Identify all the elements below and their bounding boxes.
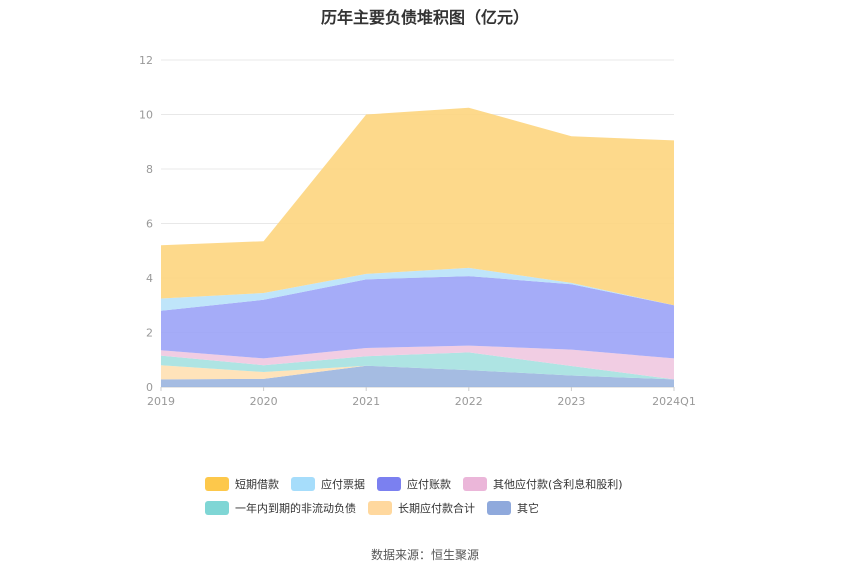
y-tick-label: 6 — [146, 218, 153, 231]
legend-item-notes-payable[interactable]: 应付票据 — [291, 476, 365, 492]
legend-label: 长期应付款合计 — [398, 502, 475, 515]
x-tick-label: 2021 — [352, 395, 380, 408]
legend-swatch — [205, 501, 229, 515]
stacked-area-chart: 0 2 4 6 8 10 12 2019 2020 2021 2022 2023 2024Q1 — [139, 54, 696, 408]
legend: 短期借款 应付票据 应付账款 其他应付款(含利息和股利) 一年内到期的非流动负债… — [205, 472, 665, 520]
legend-swatch — [487, 501, 511, 515]
legend-swatch — [368, 501, 392, 515]
x-tick-label: 2023 — [557, 395, 585, 408]
legend-swatch — [205, 477, 229, 491]
area-series-4[interactable] — [161, 276, 674, 359]
area-series-6[interactable] — [161, 107, 674, 306]
x-tick-label: 2019 — [147, 395, 175, 408]
legend-label: 应付账款 — [407, 478, 451, 491]
legend-row-1: 短期借款 应付票据 应付账款 其他应付款(含利息和股利) — [205, 472, 665, 496]
data-source: 数据来源：恒生聚源 — [370, 548, 479, 562]
y-tick-label: 8 — [146, 163, 153, 176]
legend-label: 短期借款 — [235, 478, 279, 491]
legend-item-accounts-payable[interactable]: 应付账款 — [377, 476, 451, 492]
y-tick-label: 0 — [146, 381, 153, 394]
y-tick-label: 12 — [139, 54, 153, 67]
area-series-2[interactable] — [161, 352, 674, 380]
y-tick-label: 2 — [146, 327, 153, 340]
area-series-1[interactable] — [161, 365, 674, 380]
legend-item-other-payables[interactable]: 其他应付款(含利息和股利) — [463, 476, 623, 492]
area-series-0[interactable] — [161, 365, 674, 387]
legend-item-long-term-payables[interactable]: 长期应付款合计 — [368, 500, 475, 516]
legend-item-other[interactable]: 其它 — [487, 500, 539, 516]
legend-label: 其它 — [517, 502, 539, 515]
area-series-5[interactable] — [161, 267, 674, 311]
chart-title: 历年主要负债堆积图（亿元） — [320, 8, 529, 27]
legend-label: 应付票据 — [321, 478, 365, 491]
x-tick-label: 2024Q1 — [652, 395, 696, 408]
y-tick-label: 4 — [146, 272, 153, 285]
legend-item-current-noncurrent-liabilities[interactable]: 一年内到期的非流动负债 — [205, 500, 356, 516]
legend-swatch — [377, 477, 401, 491]
x-tick-label: 2022 — [455, 395, 483, 408]
x-tick-label: 2020 — [250, 395, 278, 408]
legend-swatch — [463, 477, 487, 491]
legend-swatch — [291, 477, 315, 491]
legend-label: 其他应付款(含利息和股利) — [493, 478, 623, 491]
legend-item-short-term-loans[interactable]: 短期借款 — [205, 476, 279, 492]
legend-label: 一年内到期的非流动负债 — [235, 502, 356, 515]
legend-row-2: 一年内到期的非流动负债 长期应付款合计 其它 — [205, 496, 665, 520]
y-tick-label: 10 — [139, 109, 153, 122]
area-series-3[interactable] — [161, 345, 674, 380]
